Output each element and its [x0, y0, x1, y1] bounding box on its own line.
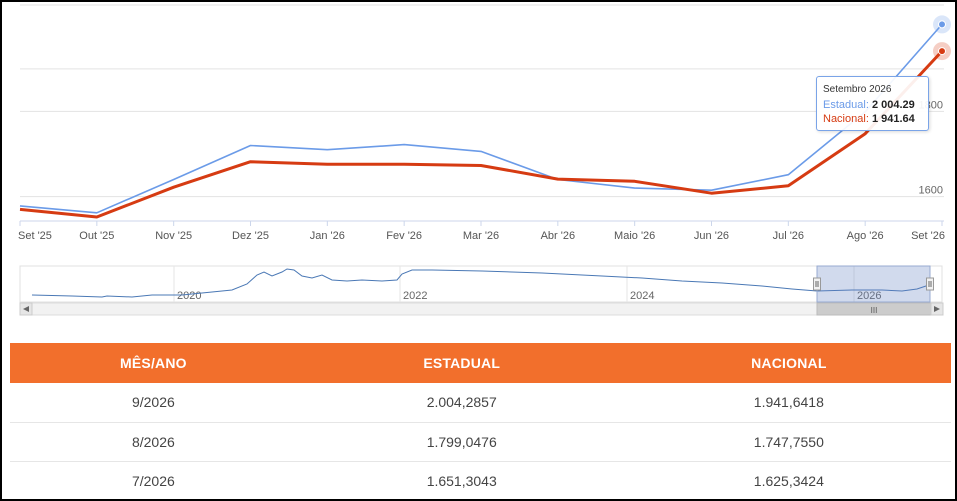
table-row: 7/2026 1.651,3043 1.625,3424 — [10, 461, 951, 500]
cell-estadual: 1.651,3043 — [426, 472, 497, 489]
cell-nacional: 1.625,3424 — [753, 472, 824, 489]
series-line-estadual — [19, 23, 943, 214]
tooltip-row-estadual: Estadual: 2 004.29 — [823, 99, 915, 111]
column-header-estadual: ESTADUAL — [296, 343, 627, 383]
x-tick-label: Out '25 — [79, 230, 114, 242]
scrollbar-grip-icon: III — [871, 306, 878, 315]
table-row: 8/2026 1.799,0476 1.747,7550 — [10, 422, 951, 462]
cell-month: 9/2026 — [10, 383, 297, 423]
navigator-selection[interactable] — [816, 265, 931, 303]
table-header-row: MÊS/ANO ESTADUAL NACIONAL — [10, 343, 951, 383]
navigator-handle-right[interactable] — [926, 277, 934, 291]
x-tick-label: Nov '25 — [155, 230, 192, 242]
tooltip-value: 1 941.64 — [871, 113, 915, 125]
x-tick-label: Set '26 — [911, 230, 945, 242]
tooltip-series-name: Nacional — [823, 113, 866, 125]
navigator-handle-left[interactable] — [813, 277, 821, 291]
x-tick-label: Fev '26 — [386, 230, 422, 242]
navigator-year-label: 2020 — [177, 290, 201, 302]
cell-estadual: 2.004,2857 — [296, 383, 627, 423]
data-point-estadual — [938, 20, 946, 29]
data-table: MÊS/ANO ESTADUAL NACIONAL 9/2026 2.004,2… — [10, 343, 951, 500]
x-tick-label: Ago '26 — [847, 230, 884, 242]
data-point-nacional — [938, 47, 946, 56]
chart-tooltip: Setembro 2026 Estadual: 2 004.29 Naciona… — [816, 76, 929, 131]
navigator-year-label: 2024 — [630, 290, 654, 302]
range-navigator[interactable]: 2020 2022 2024 2026 III — [2, 2, 955, 332]
arrow-right-icon — [934, 306, 940, 312]
navigator-series-line — [31, 268, 930, 298]
navigator-year-label: 2026 — [857, 290, 881, 302]
scrollbar-track[interactable] — [19, 302, 944, 316]
y-tick-label: 1600 — [919, 185, 943, 197]
x-tick-label: Maio '26 — [614, 230, 655, 242]
cell-nacional: 1.941,6418 — [626, 383, 951, 423]
cell-month: 8/2026 — [10, 422, 297, 462]
navigator-year-label: 2022 — [403, 290, 427, 302]
x-tick-label: Set '25 — [18, 230, 52, 242]
x-tick-label: Jun '26 — [694, 230, 729, 242]
column-header-nacional: NACIONAL — [626, 343, 951, 383]
tooltip-value: 2 004.29 — [871, 99, 915, 111]
column-header-month: MÊS/ANO — [10, 343, 297, 383]
x-tick-label: Mar '26 — [463, 230, 499, 242]
tooltip-series-name: Estadual — [823, 99, 866, 111]
tooltip-row-nacional: Nacional: 1 941.64 — [823, 113, 915, 125]
table-row: 9/2026 2.004,2857 1.941,6418 — [10, 383, 951, 423]
tooltip-title: Setembro 2026 — [823, 84, 892, 95]
arrow-left-icon — [23, 306, 29, 312]
cell-month: 7/2026 — [131, 472, 175, 489]
x-tick-label: Dez '25 — [232, 230, 269, 242]
cell-nacional: 1.747,7550 — [626, 422, 951, 462]
cell-estadual: 1.799,0476 — [296, 422, 627, 462]
x-tick-label: Jul '26 — [773, 230, 804, 242]
series-line-nacional — [19, 50, 944, 219]
x-tick-label: Abr '26 — [541, 230, 576, 242]
x-tick-label: Jan '26 — [310, 230, 345, 242]
